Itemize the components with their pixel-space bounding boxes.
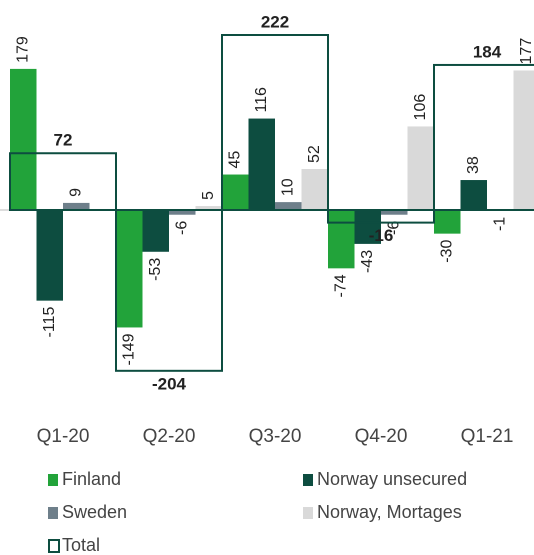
value-label: 177 [518,38,534,65]
value-label: 10 [279,178,296,196]
value-label: -149 [120,333,137,365]
legend-swatch [48,507,58,519]
bar [63,202,90,210]
legend-swatch [48,474,58,486]
legend-label: Norway, Mortages [317,502,462,522]
value-label: 38 [465,156,482,174]
x-tick-label: Q4-20 [355,426,408,447]
total-box [115,209,223,372]
value-label: 5 [200,191,217,200]
value-label: 116 [253,87,270,113]
total-box [433,63,534,211]
bar [195,206,222,210]
x-tick-label: Q3-20 [249,426,302,447]
value-label: 9 [67,188,84,197]
legend-swatch [48,539,60,553]
value-label: 45 [226,151,243,169]
value-label: -6 [173,221,190,235]
legend-label: Sweden [62,502,127,522]
total-label: 184 [473,42,502,61]
bar [142,210,169,252]
legend-label: Finland [62,469,121,489]
bar [301,169,328,210]
value-label: -74 [332,274,349,297]
bar [354,210,381,244]
bar [36,210,63,301]
value-label: -1 [491,217,508,231]
bar [460,180,487,210]
bar [116,210,143,328]
total-box [327,209,435,224]
bar [248,118,275,210]
legend-swatch [303,507,313,519]
value-label: 106 [412,94,429,121]
bar [381,210,408,215]
total-box [9,152,117,211]
x-tick-label: Q2-20 [143,426,196,447]
bar [10,68,37,210]
legend-swatch [303,474,313,486]
value-label: -30 [438,240,455,263]
value-label: 179 [14,36,31,63]
x-tick-label: Q1-20 [37,426,90,447]
x-tick-label: Q1-21 [461,426,514,447]
value-label: -53 [147,258,164,281]
value-label: -115 [41,307,58,338]
bar [328,210,355,269]
bar [513,70,534,210]
bar [275,202,302,210]
bar [222,174,249,210]
bar [169,210,196,215]
bar [407,126,434,210]
total-box [221,34,329,211]
legend-label: Norway unsecured [317,469,467,489]
total-label: 72 [54,131,73,150]
value-label: 52 [306,145,323,163]
total-label: 222 [261,12,289,31]
legend-label: Total [62,535,100,555]
bar [434,210,461,234]
total-label: -204 [152,374,187,393]
total-label: -16 [369,226,394,245]
value-label: -6 [385,221,402,235]
value-label: -43 [359,250,376,273]
